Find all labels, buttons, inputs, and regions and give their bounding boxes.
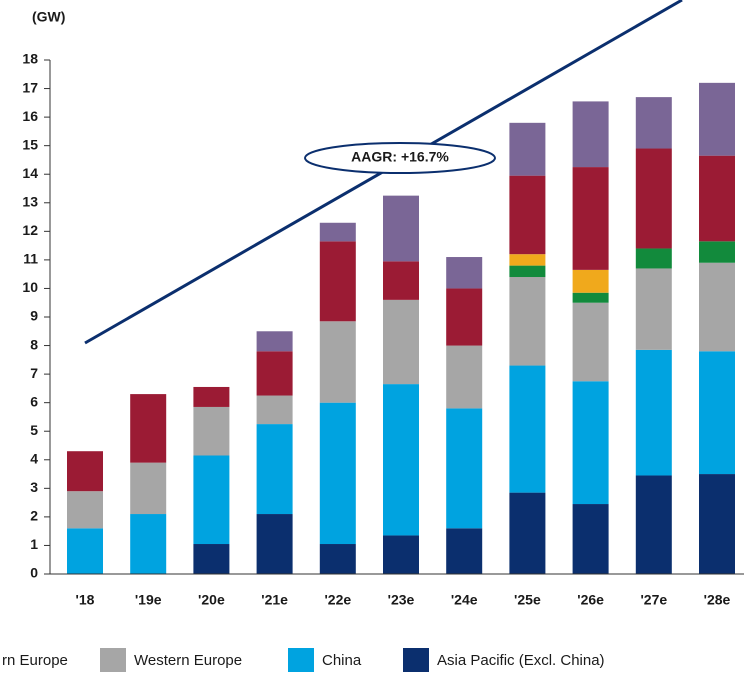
y-tick-label: 1 xyxy=(30,536,38,552)
legend-swatch xyxy=(403,648,429,672)
bar-segment xyxy=(67,528,103,574)
y-tick-label: 13 xyxy=(22,193,38,209)
bar-segment xyxy=(383,299,419,385)
bar-segment xyxy=(256,351,293,396)
legend-label: rn Europe xyxy=(2,652,68,669)
bar-segment xyxy=(130,394,167,463)
bar-segment xyxy=(509,365,546,493)
bar-segment xyxy=(319,222,356,242)
legend-label: China xyxy=(322,652,362,669)
bar-segment xyxy=(635,148,672,249)
y-tick-label: 0 xyxy=(30,565,38,581)
y-tick-label: 5 xyxy=(30,422,38,438)
bar-segment xyxy=(319,402,356,545)
legend-swatch xyxy=(288,648,314,672)
bar-segment xyxy=(446,288,483,346)
annotation: AAGR: +16.7% xyxy=(351,149,449,165)
y-tick-label: 2 xyxy=(30,508,38,524)
bar-segment xyxy=(130,462,167,515)
bar-segment xyxy=(383,535,419,574)
bar-segment xyxy=(256,514,293,574)
bar-segment xyxy=(699,82,735,156)
y-tick-label: 18 xyxy=(22,51,38,67)
bar-segment xyxy=(446,257,483,289)
y-tick-label: 8 xyxy=(30,336,38,352)
bar-segment xyxy=(256,424,293,515)
bar-segment xyxy=(383,195,419,262)
x-tick-label: '23e xyxy=(388,592,415,608)
bar-segment xyxy=(446,345,483,409)
y-tick-label: 17 xyxy=(22,79,38,95)
bar-segment xyxy=(635,248,672,269)
y-tick-label: 3 xyxy=(30,479,38,495)
x-tick-label: '20e xyxy=(198,592,225,608)
y-tick-label: 16 xyxy=(22,108,38,124)
bar-segment xyxy=(67,451,103,492)
bar-segment xyxy=(572,381,609,505)
bar-segment xyxy=(383,384,419,536)
bar-segment xyxy=(635,268,672,350)
bar-segment xyxy=(319,241,356,322)
bar-segment xyxy=(193,544,230,574)
y-tick-label: 12 xyxy=(22,222,38,238)
bar-segment xyxy=(572,101,609,168)
bar-segment xyxy=(572,504,609,574)
x-tick-label: '21e xyxy=(261,592,288,608)
bar-segment xyxy=(635,475,672,574)
bar-segment xyxy=(130,514,167,574)
bar-segment xyxy=(635,349,672,476)
x-tick-label: '19e xyxy=(135,592,162,608)
bar-segment xyxy=(509,175,546,255)
bar-segment xyxy=(446,528,483,574)
x-tick-label: '22e xyxy=(324,592,351,608)
bar-segment xyxy=(572,302,609,382)
bar-segment xyxy=(699,351,735,475)
y-tick-label: 15 xyxy=(22,136,38,152)
bar-segment xyxy=(699,241,735,263)
bar-segment xyxy=(572,167,609,270)
x-tick-label: '28e xyxy=(704,592,731,608)
y-tick-label: 4 xyxy=(30,450,38,466)
bar-segment xyxy=(509,492,546,574)
bar-segment xyxy=(193,386,230,407)
bar-segment xyxy=(509,254,546,266)
bar-segment xyxy=(319,321,356,403)
x-tick-label: '18 xyxy=(76,592,95,608)
bar-segment xyxy=(572,269,609,293)
bar-segment xyxy=(699,474,735,574)
y-axis-label: (GW) xyxy=(32,9,65,25)
x-tick-label: '26e xyxy=(577,592,604,608)
x-tick-label: '24e xyxy=(451,592,478,608)
bar-segment xyxy=(383,261,419,300)
y-tick-label: 14 xyxy=(22,165,38,181)
bar-segment xyxy=(67,491,103,529)
legend-swatch xyxy=(100,648,126,672)
bar-segment xyxy=(319,544,356,574)
bar-segment xyxy=(509,265,546,278)
bar-segment xyxy=(509,277,546,366)
y-tick-label: 10 xyxy=(22,279,38,295)
bar-segment xyxy=(193,406,230,456)
y-tick-label: 11 xyxy=(23,251,38,267)
bar-segment xyxy=(256,395,293,425)
bar-segment xyxy=(256,331,293,352)
annotation-ellipse xyxy=(304,142,496,174)
bar-segment xyxy=(699,155,735,242)
y-tick-label: 6 xyxy=(30,393,38,409)
bar-segment xyxy=(699,262,735,352)
bar-segment xyxy=(446,408,483,529)
bar-segment xyxy=(193,455,230,545)
x-tick-label: '25e xyxy=(514,592,541,608)
legend-label: Western Europe xyxy=(134,652,242,669)
legend-label: Asia Pacific (Excl. China) xyxy=(437,652,605,669)
bar-segment xyxy=(635,97,672,149)
bar-segment xyxy=(572,292,609,303)
y-tick-label: 9 xyxy=(30,308,38,324)
x-tick-label: '27e xyxy=(640,592,667,608)
y-tick-label: 7 xyxy=(30,365,38,381)
bar-segment xyxy=(509,122,546,176)
